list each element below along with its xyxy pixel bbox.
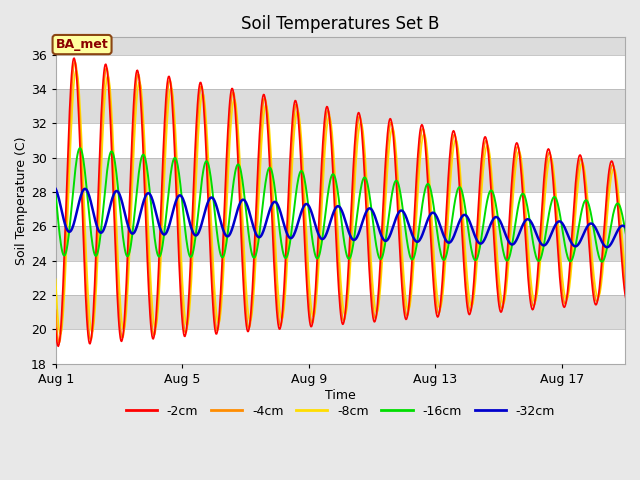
Title: Soil Temperatures Set B: Soil Temperatures Set B: [241, 15, 440, 33]
X-axis label: Time: Time: [325, 388, 356, 402]
Bar: [56, 261, 625, 295]
Bar: [56, 20, 625, 55]
Bar: [56, 226, 625, 261]
Bar: [56, 89, 625, 123]
Y-axis label: Soil Temperature (C): Soil Temperature (C): [15, 136, 28, 265]
Bar: [56, 55, 625, 89]
Text: BA_met: BA_met: [56, 38, 108, 51]
Bar: [56, 157, 625, 192]
Bar: [56, 123, 625, 157]
Bar: [56, 295, 625, 329]
Legend: -2cm, -4cm, -8cm, -16cm, -32cm: -2cm, -4cm, -8cm, -16cm, -32cm: [120, 400, 560, 423]
Bar: [56, 329, 625, 364]
Bar: [56, 192, 625, 226]
